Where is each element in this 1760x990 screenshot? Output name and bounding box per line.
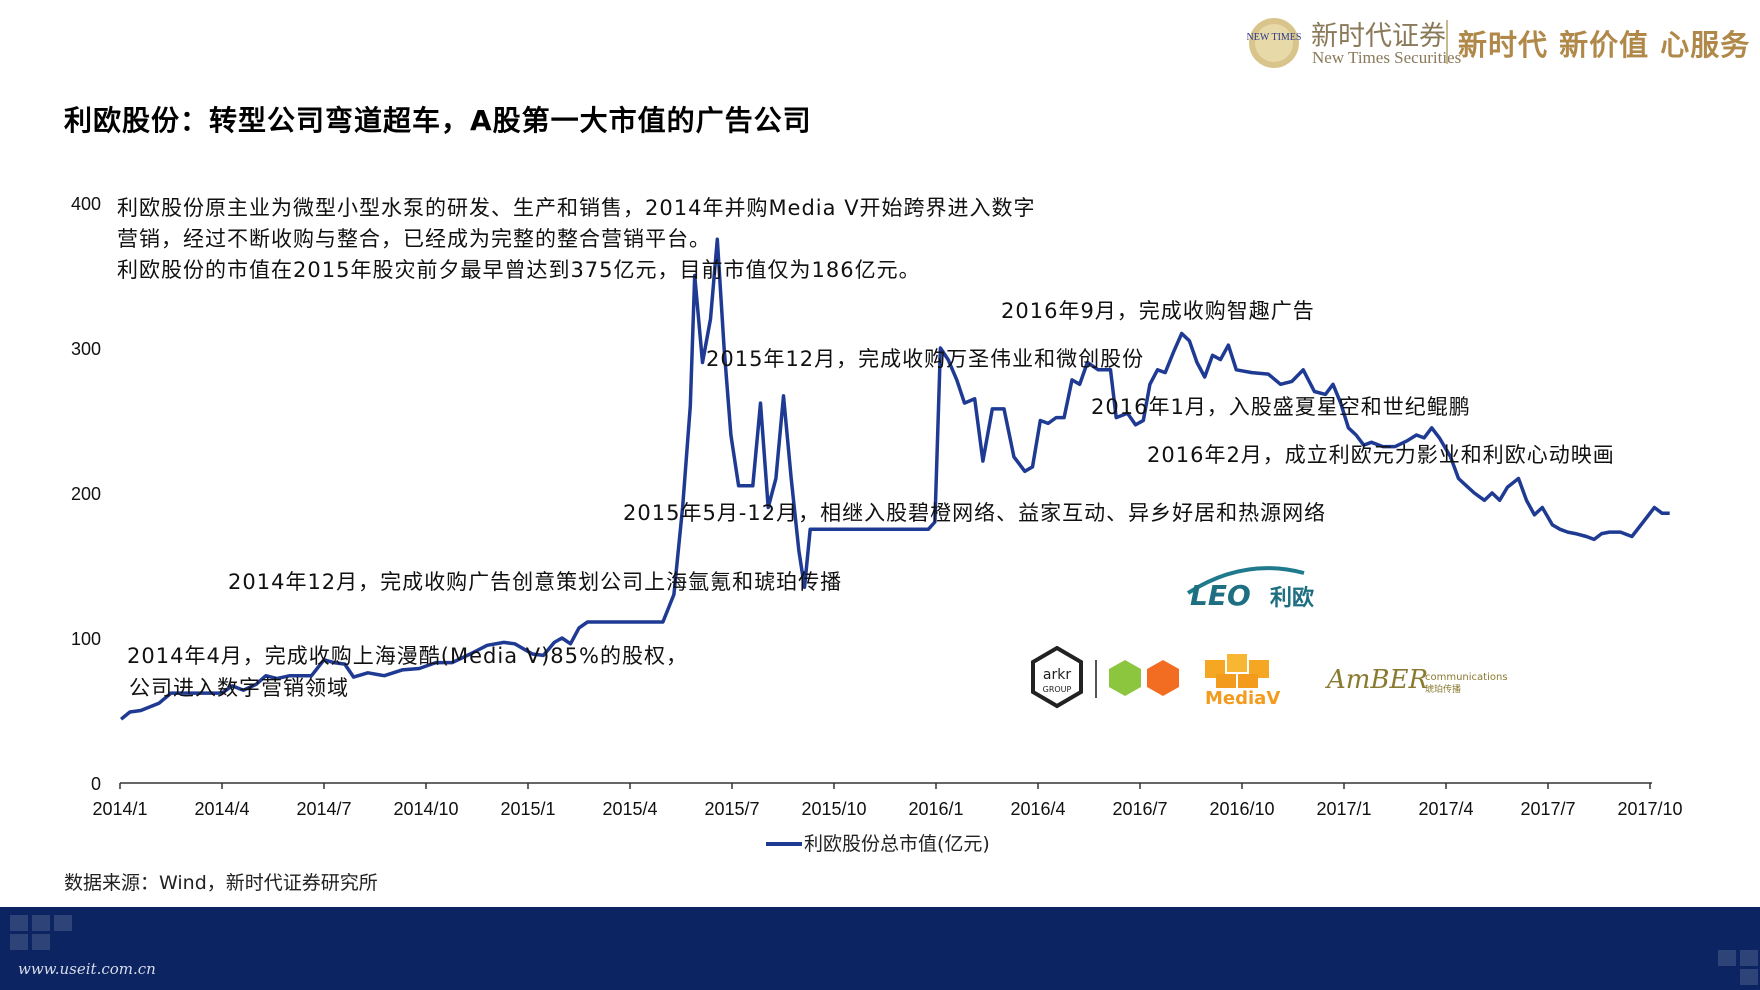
x-tick-label: 2016/4 <box>1010 799 1065 819</box>
data-source: 数据来源：Wind，新时代证券研究所 <box>64 872 378 894</box>
annotation-2016-09: 2016年9月，完成收购智趣广告 <box>1001 299 1315 323</box>
footer-decor-square <box>10 934 28 950</box>
mediav-logo: MediaV <box>1205 654 1280 709</box>
brand-name-cn: 新时代证券 <box>1311 21 1446 52</box>
description-line-3: 利欧股份的市值在2015年股灾前夕最早曾达到375亿元，目前市值仅为186亿元。 <box>117 258 921 282</box>
x-axis: 2014/1 2014/4 2014/7 2014/10 2015/1 2015/4 201… <box>92 782 1683 819</box>
arkr-logo-text: arkr <box>1043 667 1071 683</box>
series-line-market-cap <box>119 237 1670 721</box>
amber-logo-sub: communications <box>1425 672 1508 683</box>
x-tick-label: 2016/10 <box>1209 799 1274 819</box>
x-tick-label: 2014/4 <box>194 799 249 819</box>
brand-slogan: 新时代 新价值 心服务 <box>1458 28 1751 62</box>
footer-decor-square <box>32 934 50 950</box>
annotation-2015-12: 2015年12月，完成收购万圣伟业和微创股份 <box>706 347 1145 371</box>
brand-name-en: New Times Securities <box>1312 48 1462 67</box>
x-tick-label: 2015/10 <box>801 799 866 819</box>
amber-logo-text: AmBER <box>1325 665 1428 695</box>
x-tick-label: 2014/1 <box>92 799 147 819</box>
x-tick-label: 2015/1 <box>500 799 555 819</box>
arkr-group-text: GROUP <box>1043 685 1072 694</box>
logo-text: NEW TIMES <box>1247 32 1301 43</box>
legend-label: 利欧股份总市值(亿元) <box>804 833 990 855</box>
x-tick-label: 2015/7 <box>704 799 759 819</box>
x-tick-label: 2017/1 <box>1316 799 1371 819</box>
x-tick-label: 2014/10 <box>393 799 458 819</box>
y-tick-label: 100 <box>71 629 101 649</box>
annotation-2014-04: 2014年4月，完成收购上海漫酷(Media V)85%的股权， <box>127 644 688 668</box>
annotation-2014-04-line2: 公司进入数字营销领域 <box>129 676 349 700</box>
leo-logo: LEO 利欧 <box>1186 566 1314 611</box>
footer-url: www.useit.com.cn <box>18 960 156 978</box>
footer-bar <box>0 907 1760 990</box>
description-line-2: 营销，经过不断收购与整合，已经成为完整的整合营销平台。 <box>117 227 711 251</box>
mediav-logo-text: MediaV <box>1205 688 1280 709</box>
annotation-2014-12: 2014年12月，完成收购广告创意策划公司上海氩氪和琥珀传播 <box>228 570 843 594</box>
amber-logo: AmBER communications 琥珀传播 <box>1325 665 1508 695</box>
footer-decor-square <box>10 915 28 931</box>
x-tick-label: 2015/4 <box>602 799 657 819</box>
arkr-group-logo: arkr GROUP <box>1031 646 1083 709</box>
leo-logo-cn: 利欧 <box>1270 585 1314 611</box>
footer-decor-square <box>32 915 50 931</box>
legend: 利欧股份总市值(亿元) <box>766 833 990 855</box>
slide-title: 利欧股份：转型公司弯道超车，A股第一大市值的广告公司 <box>64 104 812 137</box>
amber-logo-cn: 琥珀传播 <box>1425 683 1461 695</box>
y-tick-label: 400 <box>71 194 101 214</box>
new-times-logo: NEW TIMES <box>1247 18 1301 68</box>
footer-decor-square <box>54 915 72 931</box>
footer-decor-square <box>1740 950 1758 966</box>
x-tick-label: 2017/10 <box>1617 799 1682 819</box>
footer-decor-square <box>1718 950 1736 966</box>
y-tick-label: 200 <box>71 484 101 504</box>
annotation-2016-02: 2016年2月，成立利欧元力影业和利欧心动映画 <box>1147 443 1615 467</box>
annotation-2016-01: 2016年1月，入股盛夏星空和世纪鲲鹏 <box>1091 395 1471 419</box>
x-tick-label: 2016/1 <box>908 799 963 819</box>
footer-decor-square <box>1740 969 1758 985</box>
description-line-1: 利欧股份原主业为微型小型水泵的研发、生产和销售，2014年并购Media V开始… <box>117 196 1036 220</box>
x-tick-label: 2014/7 <box>296 799 351 819</box>
brand-divider <box>1446 20 1448 64</box>
x-tick-label: 2017/7 <box>1520 799 1575 819</box>
x-tick-label: 2017/4 <box>1418 799 1473 819</box>
y-axis: 0 100 200 300 400 <box>71 194 101 794</box>
y-tick-label: 0 <box>91 774 101 794</box>
leo-logo-text: LEO <box>1190 579 1251 611</box>
x-tick-label: 2016/7 <box>1112 799 1167 819</box>
arkr-sub-logos <box>1109 660 1179 696</box>
subsidiary-logos: arkr GROUP MediaV AmBER communications 琥… <box>1031 646 1508 709</box>
annotation-2015-05: 2015年5月-12月，相继入股碧橙网络、益家互动、异乡好居和热源网络 <box>623 501 1327 525</box>
y-tick-label: 300 <box>71 339 101 359</box>
